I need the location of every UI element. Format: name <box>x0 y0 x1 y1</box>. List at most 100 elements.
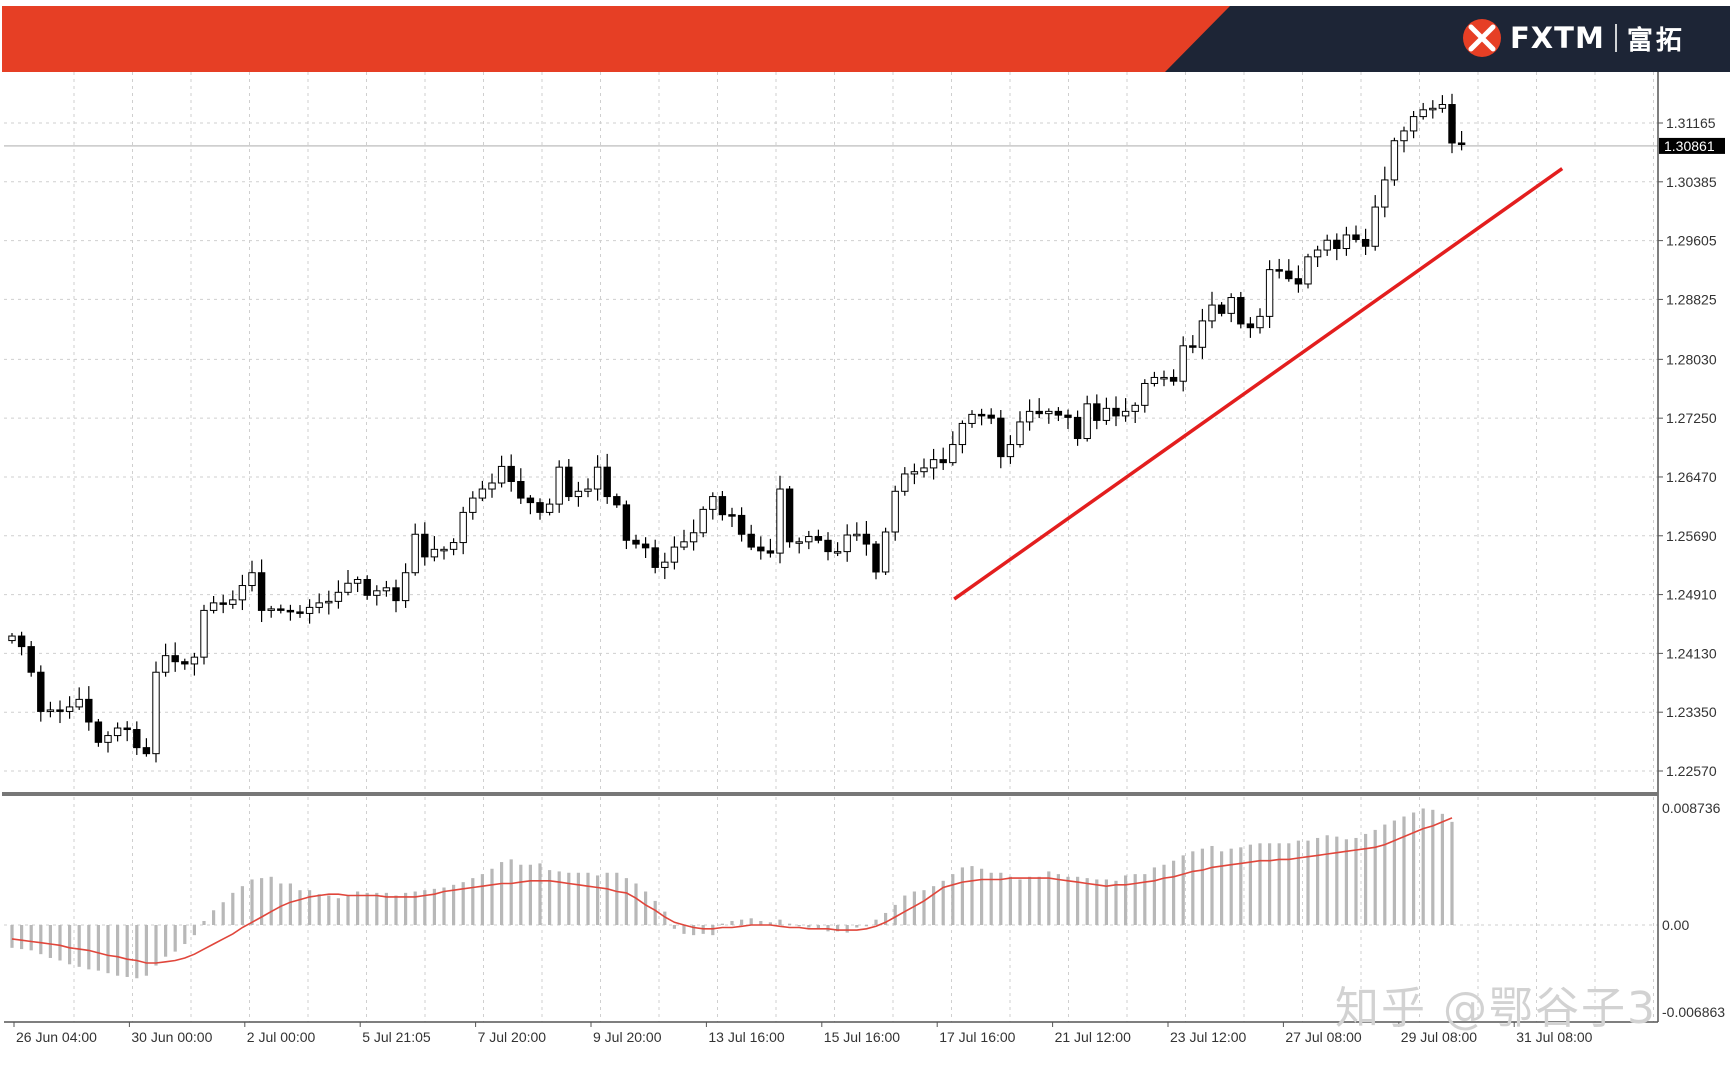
macd-histogram-bar <box>154 925 158 966</box>
candlestick <box>334 580 343 609</box>
bull-candle-body <box>373 590 381 596</box>
bull-candle-body <box>229 599 237 605</box>
macd-histogram-bar <box>1133 874 1137 925</box>
bear-candle-body <box>997 417 1005 458</box>
candlestick <box>1438 95 1447 113</box>
bear-candle-body <box>392 587 400 602</box>
bull-candle-body <box>1083 403 1091 440</box>
candlestick <box>920 458 928 478</box>
macd-histogram-bar <box>1248 844 1252 925</box>
candlestick <box>814 529 823 544</box>
bear-candle-body <box>824 539 832 553</box>
macd-histogram-bar <box>144 925 148 976</box>
candlestick <box>1333 233 1341 261</box>
candlestick <box>680 529 688 551</box>
bear-candle-body <box>939 459 947 464</box>
candlestick <box>1141 379 1149 413</box>
candlestick <box>613 493 621 508</box>
bear-candle-body <box>526 497 535 504</box>
macd-histogram-bar <box>308 890 312 925</box>
candlestick <box>430 536 439 562</box>
bull-candle-body <box>305 606 314 614</box>
bear-candle-body <box>85 698 93 723</box>
time-tick-label: 17 Jul 16:00 <box>939 1029 1015 1045</box>
macd-histogram-bar <box>519 864 523 925</box>
macd-histogram-bar <box>452 884 456 925</box>
bear-candle-body <box>286 609 295 613</box>
bull-candle-body <box>1016 421 1024 446</box>
bear-candle-body <box>1448 104 1456 144</box>
macd-histogram-bar <box>980 868 984 925</box>
macd-histogram-bar <box>336 898 340 925</box>
macd-histogram-bar <box>356 891 360 925</box>
macd-histogram-bar <box>471 878 475 925</box>
macd-histogram-bar <box>682 925 686 934</box>
macd-histogram-bar <box>1066 876 1070 925</box>
macd-histogram-bar <box>394 895 398 925</box>
macd-histogram-bar <box>1056 874 1060 925</box>
macd-histogram-bar <box>1008 876 1012 925</box>
candlestick <box>104 731 112 753</box>
candlestick <box>133 721 141 755</box>
bear-candle-body <box>37 671 45 712</box>
bull-candle-body <box>891 490 899 533</box>
bear-candle-body <box>171 655 179 663</box>
bull-candle-body <box>440 548 448 552</box>
bear-candle-body <box>219 602 227 605</box>
bull-candle-body <box>910 471 919 475</box>
candlestick <box>1131 402 1139 423</box>
candlestick <box>843 524 851 562</box>
bull-candle-body <box>1390 140 1399 181</box>
candlestick <box>1381 166 1389 218</box>
trendline <box>953 167 1564 601</box>
candlestick <box>1102 397 1111 425</box>
price-tick-label: 1.29605 <box>1666 233 1717 249</box>
macd-histogram-bar <box>1277 843 1281 925</box>
bull-candle-body <box>248 572 256 587</box>
price-tick-label: 1.30385 <box>1666 174 1717 190</box>
candlestick <box>699 506 707 538</box>
bull-candle-body <box>689 532 698 543</box>
candlestick <box>1208 291 1216 329</box>
bear-candle-body <box>1352 234 1360 240</box>
candlestick <box>392 579 400 613</box>
bull-candle-body <box>325 600 333 604</box>
candlestick <box>459 506 467 555</box>
macd-histogram-bar <box>912 891 916 925</box>
candlestick <box>1064 409 1072 430</box>
bear-candle-body <box>1246 323 1255 329</box>
bull-candle-body <box>901 473 909 492</box>
bear-candle-body <box>766 550 775 554</box>
candlestick <box>171 642 179 672</box>
macd-histogram-bar <box>855 925 859 928</box>
candlestick <box>469 491 477 520</box>
bull-candle-body <box>267 608 275 611</box>
bull-candle-body <box>1438 104 1447 109</box>
macd-histogram-bar <box>250 879 254 925</box>
candlestick <box>1400 126 1408 153</box>
macd-histogram-bar <box>58 925 62 961</box>
macd-histogram-bar <box>567 872 571 925</box>
candlestick <box>728 507 736 528</box>
candlestick <box>421 522 429 566</box>
bull-candle-body <box>401 572 410 602</box>
macd-histogram-bar <box>1450 821 1454 925</box>
bull-candle-body <box>478 488 487 499</box>
bull-candle-body <box>920 467 928 473</box>
bear-candle-body <box>1294 278 1303 285</box>
macd-histogram-bar <box>1037 876 1041 925</box>
bull-candle-body <box>1025 410 1034 423</box>
macd-histogram-bar <box>1364 833 1368 925</box>
candlestick <box>488 473 496 498</box>
macd-histogram-bar <box>1412 812 1416 925</box>
bull-candle-body <box>200 609 208 658</box>
time-tick-label: 31 Jul 08:00 <box>1516 1029 1592 1045</box>
candlestick <box>75 687 83 710</box>
candlestick <box>1371 195 1379 251</box>
bear-candle-body <box>728 514 736 517</box>
bull-candle-body <box>699 508 707 534</box>
chart-axes: 1.31165 1.30385 1.29605 1.28825 1.28030 1.272… <box>2 72 1725 1045</box>
candlestick <box>209 596 218 614</box>
bull-candle-body <box>1131 404 1139 412</box>
macd-histogram-bar <box>1268 843 1272 925</box>
